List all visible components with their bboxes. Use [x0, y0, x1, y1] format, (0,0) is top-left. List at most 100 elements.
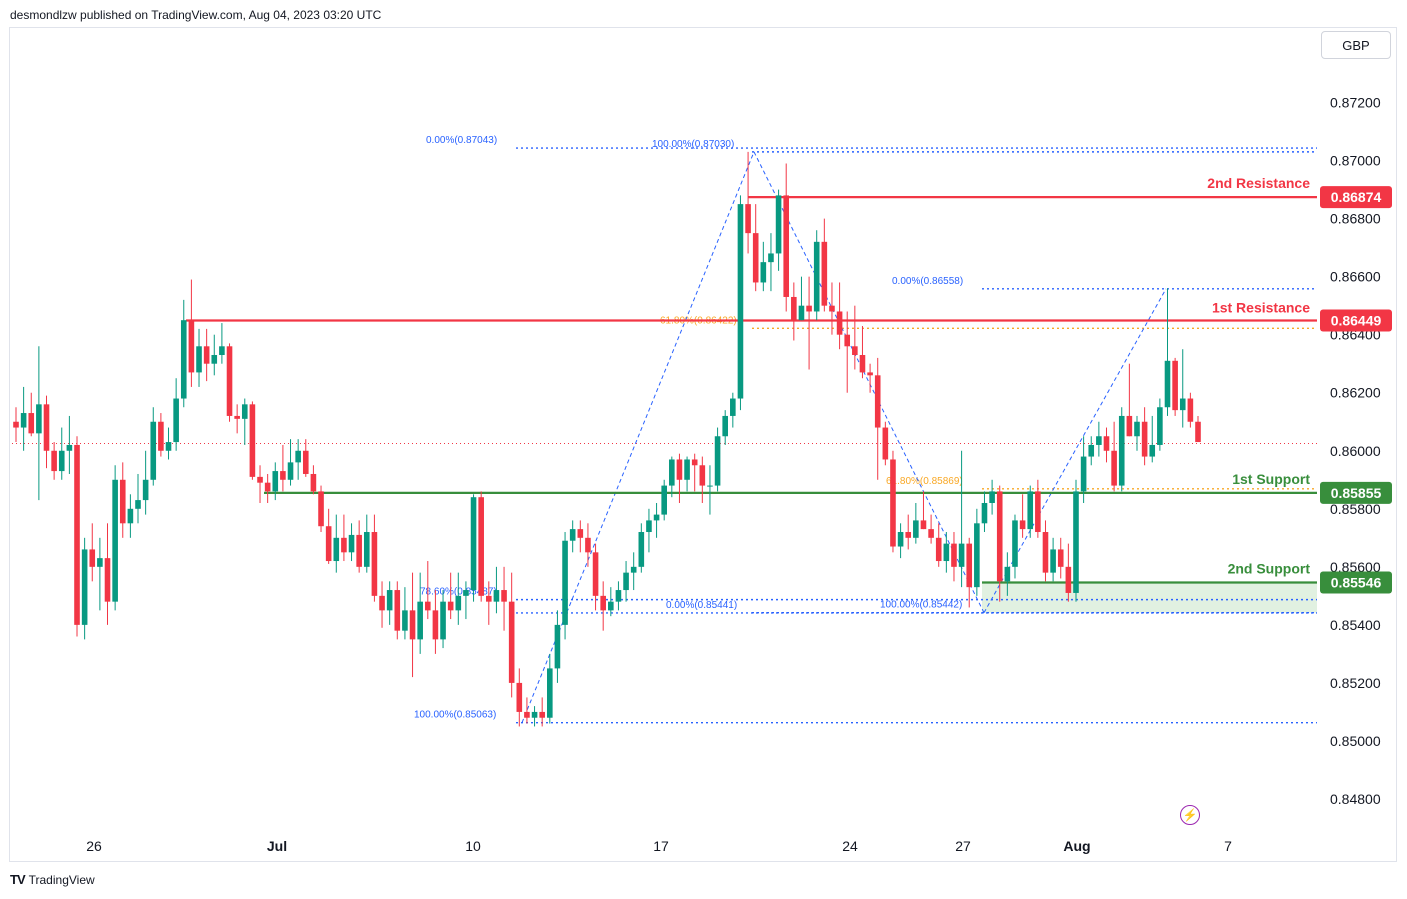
candle-body [791, 296, 797, 321]
candle-body [424, 601, 431, 611]
candle-body [180, 320, 187, 399]
candle-body [798, 305, 805, 321]
candle-body [600, 595, 606, 611]
y-tick-label: 0.85800 [1330, 501, 1381, 517]
candle-body [386, 590, 393, 611]
candle-body [165, 442, 172, 451]
candle-body [1019, 520, 1026, 530]
candle-body [302, 450, 309, 474]
candle-body [112, 479, 118, 602]
candle-body [1027, 491, 1034, 530]
fib-level-label: 0.00%(0.85441) [666, 600, 737, 611]
price-tag [1320, 571, 1392, 594]
candle-body [226, 346, 233, 416]
fib-trend-leg [753, 151, 985, 613]
y-tick-label: 0.85000 [1330, 733, 1381, 749]
candle-body [592, 552, 599, 596]
candle-body [775, 195, 782, 254]
candle-body [409, 610, 416, 640]
candle-body [547, 668, 553, 718]
level-label: 1st Resistance [1212, 299, 1310, 315]
candle-body [920, 520, 927, 530]
candle-body [51, 450, 57, 472]
candle-body [653, 514, 660, 521]
candle-body [356, 534, 362, 567]
candle-body [844, 334, 851, 347]
footer-brand: TV TradingView [10, 872, 95, 887]
y-tick-label: 0.85400 [1330, 617, 1381, 633]
candle-body [1012, 520, 1018, 567]
candle-body [608, 601, 614, 611]
level-label: 2nd Resistance [1207, 175, 1310, 191]
candle-body [516, 682, 523, 712]
candle-body [371, 532, 378, 596]
support-zone [982, 582, 1317, 613]
fib-level-label: 0.00%(0.87043) [426, 135, 497, 146]
candle-body [1157, 407, 1163, 445]
candle-body [310, 473, 317, 492]
fib-trend-leg [983, 288, 1167, 613]
candle-body [1065, 566, 1072, 593]
candle-body [74, 444, 80, 625]
candle-body [455, 595, 462, 611]
candle-body [211, 355, 218, 364]
candle-body [935, 537, 942, 562]
candle-body [1195, 421, 1201, 443]
candle-body [630, 566, 637, 573]
candle-body [722, 415, 728, 437]
y-tick-label: 0.86200 [1330, 385, 1381, 401]
candle-body [943, 543, 950, 562]
candle-body [996, 491, 1003, 582]
price-tag-label: 0.86449 [1331, 312, 1382, 328]
candle-body [1149, 444, 1156, 457]
candle-body [554, 624, 561, 669]
candle-body [287, 462, 294, 480]
candle-body [432, 610, 439, 640]
fib-level-label: 0.00%(0.86558) [892, 276, 963, 287]
candle-body [859, 355, 866, 373]
candle-body [1134, 421, 1140, 437]
candle-body [81, 549, 88, 625]
candle-body [66, 444, 73, 451]
candle-body [882, 427, 889, 460]
candle-body [43, 404, 50, 451]
candle-body [142, 479, 149, 501]
candle-body [638, 532, 645, 567]
candle-body [829, 305, 835, 312]
y-tick-label: 0.86800 [1330, 211, 1381, 227]
fib-level-label: 100.00%(0.85063) [414, 710, 496, 721]
candle-body [1080, 456, 1087, 492]
publisher-info: desmondlzw published on TradingView.com,… [10, 8, 382, 22]
candle-body [58, 450, 65, 472]
candle-body [539, 711, 545, 718]
candle-body [1096, 436, 1102, 445]
x-tick-label: 27 [955, 838, 971, 854]
candle-body [234, 415, 240, 419]
candles-layer [13, 151, 1201, 727]
candle-body [913, 520, 919, 538]
candle-body [577, 529, 584, 538]
price-tag-label: 0.86874 [1331, 189, 1382, 205]
candle-body [1004, 566, 1011, 582]
candle-body [188, 320, 195, 373]
candle-body [760, 262, 767, 283]
candle-body [36, 404, 42, 434]
currency-badge[interactable]: GBP [1321, 31, 1391, 59]
candle-body [127, 508, 134, 524]
candle-body [1103, 436, 1110, 451]
candle-body [1118, 415, 1125, 486]
candle-body [1111, 450, 1117, 486]
candle-body [730, 398, 736, 416]
candle-body [104, 558, 111, 602]
candle-body [821, 241, 828, 306]
x-tick-label: 24 [842, 838, 858, 854]
candle-body [867, 372, 873, 376]
lightning-icon[interactable]: ⚡ [1180, 805, 1200, 825]
price-axis: 0.874000.872000.870000.868000.866000.864… [1320, 37, 1392, 807]
candle-body [1172, 360, 1178, 411]
y-tick-label: 0.87200 [1330, 95, 1381, 111]
candle-body [905, 532, 912, 538]
candle-body [119, 479, 126, 524]
candle-body [806, 305, 812, 312]
